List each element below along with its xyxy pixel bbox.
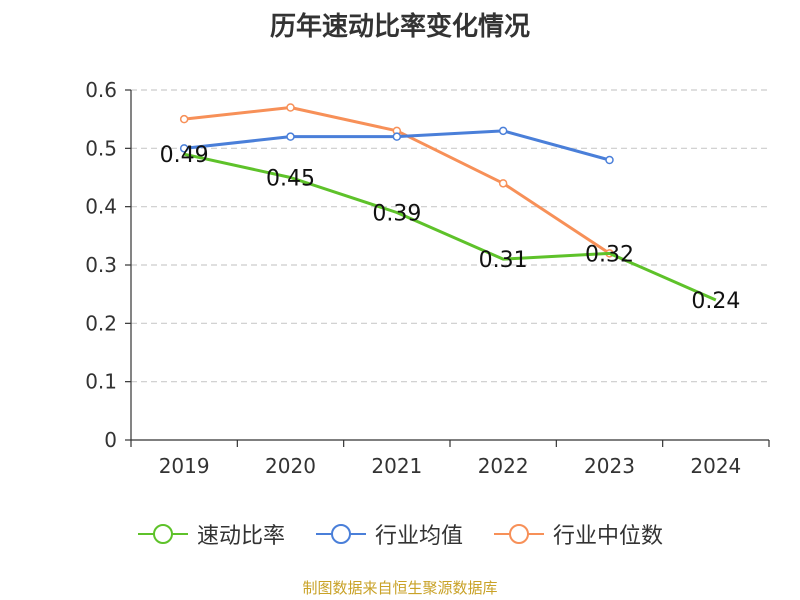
data-point	[179, 144, 189, 153]
y-tick-label: 0.6	[85, 78, 117, 102]
data-labels: 0.49 0.45 0.39 0.31 0.32 0.24	[160, 143, 741, 314]
x-tick-label: 2022	[478, 454, 529, 478]
y-tick-label: 0.1	[85, 370, 117, 394]
x-tick-label: 2020	[265, 454, 316, 478]
data-point	[605, 155, 614, 165]
grid-lines	[131, 89, 769, 383]
legend-item[interactable]: 行业均值	[315, 518, 463, 550]
y-tick-label: 0.5	[85, 136, 117, 160]
x-tick-label: 2021	[371, 454, 422, 478]
x-tick-label: 2024	[690, 454, 741, 478]
data-label: 0.49	[160, 143, 209, 168]
legend-label: 行业中位数	[553, 524, 664, 549]
legend-item[interactable]: 速动比率	[137, 518, 285, 550]
legend-label: 行业均值	[374, 524, 463, 549]
axes: 0 0.1 0.2 0.3 0.4 0.5 0.6 2019 2020 2021 2022 2023 2…	[85, 78, 770, 478]
x-tick-label: 2019	[159, 454, 210, 478]
series-line	[183, 152, 717, 302]
data-label: 0.24	[691, 289, 740, 314]
legend: 速动比率 行业均值 行业中位数	[0, 518, 800, 550]
y-tick-label: 0.2	[85, 311, 117, 335]
legend-marker	[494, 524, 544, 544]
data-point	[392, 132, 402, 141]
data-label: 0.45	[266, 167, 315, 192]
y-tick-label: 0.4	[85, 195, 117, 219]
data-point	[179, 114, 189, 124]
data-label: 0.32	[585, 242, 634, 267]
data-label: 0.39	[372, 202, 421, 227]
legend-item[interactable]: 行业中位数	[493, 518, 663, 550]
data-point	[498, 179, 508, 188]
series-lines	[179, 103, 717, 302]
legend-label: 速动比率	[196, 524, 285, 549]
data-point	[498, 126, 508, 136]
legend-marker	[137, 524, 188, 544]
source-note: 制图数据来自恒生聚源数据库	[302, 579, 498, 597]
data-point	[286, 103, 295, 112]
data-label: 0.31	[479, 248, 528, 273]
chart-title: 历年速动比率变化情况	[269, 12, 530, 42]
legend-marker	[315, 524, 366, 544]
y-tick-label: 0.3	[85, 253, 117, 277]
y-tick-label: 0	[104, 428, 117, 452]
x-tick-label: 2023	[584, 454, 635, 478]
data-point	[286, 132, 295, 141]
